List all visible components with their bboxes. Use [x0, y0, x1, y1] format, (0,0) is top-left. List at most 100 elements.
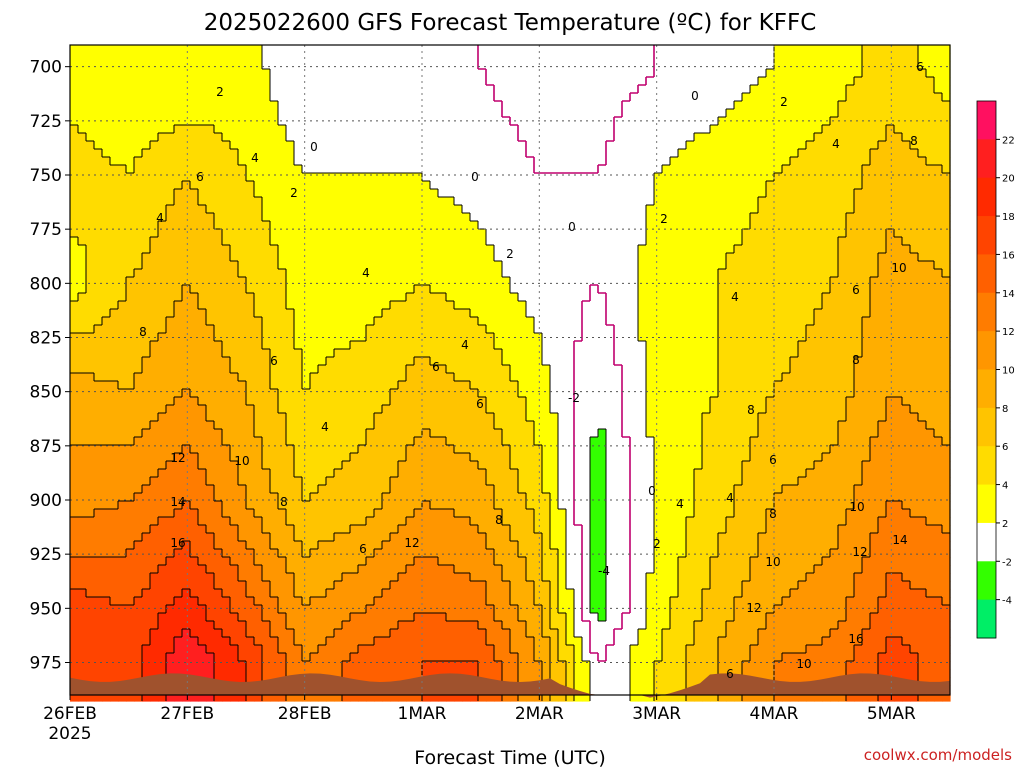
temperature-cell — [502, 165, 511, 174]
temperature-cell — [126, 173, 135, 182]
temperature-cell — [902, 149, 911, 158]
temperature-cell — [606, 157, 615, 166]
temperature-cell — [790, 181, 799, 190]
temperature-cell — [486, 165, 495, 174]
temperature-cell — [918, 197, 927, 206]
temperature-cell — [102, 277, 111, 286]
temperature-cell — [638, 397, 647, 406]
temperature-cell — [590, 61, 599, 70]
temperature-cell — [350, 277, 359, 286]
temperature-cell — [430, 349, 439, 358]
temperature-cell — [782, 77, 791, 86]
temperature-cell — [750, 173, 759, 182]
temperature-cell — [766, 253, 775, 262]
temperature-cell — [614, 341, 623, 350]
temperature-cell — [262, 357, 271, 366]
temperature-cell — [550, 173, 559, 182]
temperature-cell — [446, 229, 455, 238]
temperature-cell — [430, 69, 439, 78]
temperature-cell — [134, 285, 143, 294]
temperature-cell — [670, 253, 679, 262]
temperature-cell — [502, 333, 511, 342]
temperature-cell — [414, 61, 423, 70]
temperature-cell — [118, 237, 127, 246]
temperature-cell — [310, 229, 319, 238]
temperature-cell — [462, 397, 471, 406]
temperature-cell — [342, 405, 351, 414]
temperature-cell — [878, 325, 887, 334]
temperature-cell — [654, 365, 663, 374]
temperature-cell — [598, 357, 607, 366]
temperature-cell — [686, 173, 695, 182]
temperature-cell — [774, 381, 783, 390]
temperature-cell — [790, 317, 799, 326]
temperature-cell — [190, 389, 199, 398]
temperature-cell — [470, 61, 479, 70]
temperature-cell — [382, 365, 391, 374]
temperature-cell — [502, 53, 511, 62]
temperature-cell — [558, 133, 567, 142]
temperature-cell — [870, 397, 879, 406]
temperature-cell — [390, 349, 399, 358]
temperature-cell — [206, 205, 215, 214]
temperature-cell — [734, 317, 743, 326]
temperature-cell — [454, 213, 463, 222]
temperature-cell — [886, 317, 895, 326]
temperature-cell — [350, 45, 359, 54]
temperature-cell — [590, 157, 599, 166]
temperature-cell — [886, 133, 895, 142]
temperature-cell — [158, 405, 167, 414]
temperature-cell — [646, 293, 655, 302]
temperature-cell — [222, 341, 231, 350]
temperature-cell — [238, 149, 247, 158]
temperature-cell — [446, 117, 455, 126]
temperature-cell — [342, 317, 351, 326]
temperature-cell — [494, 181, 503, 190]
temperature-cell — [934, 261, 943, 270]
temperature-cell — [182, 285, 191, 294]
temperature-cell — [390, 53, 399, 62]
temperature-cell — [870, 205, 879, 214]
temperature-cell — [726, 269, 735, 278]
temperature-cell — [158, 69, 167, 78]
temperature-cell — [494, 117, 503, 126]
temperature-cell — [822, 341, 831, 350]
temperature-cell — [734, 181, 743, 190]
temperature-cell — [86, 293, 95, 302]
temperature-cell — [542, 141, 551, 150]
temperature-cell — [926, 69, 935, 78]
temperature-cell — [718, 173, 727, 182]
temperature-cell — [254, 373, 263, 382]
temperature-cell — [422, 245, 431, 254]
temperature-cell — [638, 69, 647, 78]
temperature-cell — [78, 277, 87, 286]
temperature-cell — [326, 213, 335, 222]
temperature-cell — [606, 341, 615, 350]
temperature-cell — [446, 341, 455, 350]
temperature-cell — [238, 197, 247, 206]
temperature-cell — [582, 69, 591, 78]
temperature-cell — [86, 349, 95, 358]
temperature-cell — [254, 69, 263, 78]
temperature-cell — [758, 109, 767, 118]
temperature-cell — [414, 317, 423, 326]
temperature-cell — [742, 125, 751, 134]
temperature-cell — [238, 261, 247, 270]
temperature-cell — [382, 221, 391, 230]
temperature-cell — [806, 149, 815, 158]
temperature-cell — [366, 53, 375, 62]
temperature-cell — [190, 53, 199, 62]
temperature-cell — [614, 389, 623, 398]
temperature-cell — [158, 293, 167, 302]
temperature-cell — [486, 149, 495, 158]
temperature-cell — [686, 293, 695, 302]
temperature-cell — [894, 341, 903, 350]
temperature-cell — [78, 93, 87, 102]
temperature-cell — [350, 133, 359, 142]
temperature-cell — [366, 181, 375, 190]
temperature-cell — [278, 317, 287, 326]
temperature-cell — [150, 365, 159, 374]
temperature-cell — [678, 85, 687, 94]
temperature-cell — [758, 101, 767, 110]
temperature-cell — [614, 141, 623, 150]
